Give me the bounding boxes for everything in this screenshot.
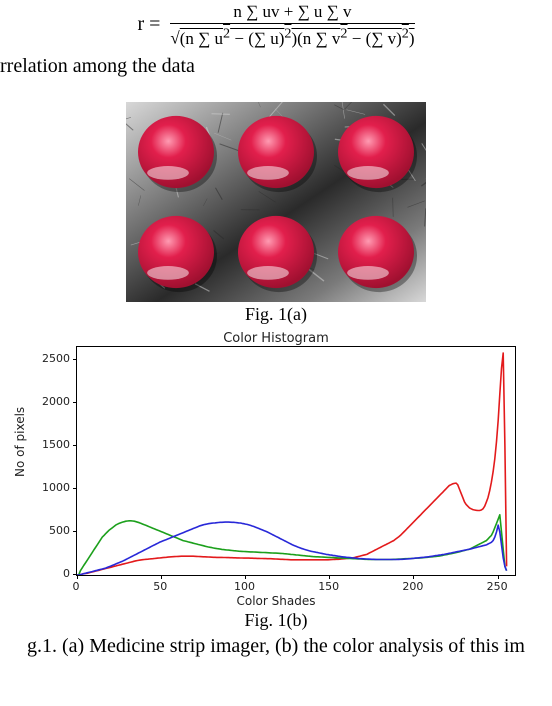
caption-fig1a: Fig. 1(a) <box>0 304 552 325</box>
caption-full: g.1. (a) Medicine strip imager, (b) the … <box>0 633 552 660</box>
fig1a-image <box>126 102 426 302</box>
caption-fig1b: Fig. 1(b) <box>0 610 552 631</box>
fig1b-chart: No of pixels Color Shades 05001000150020… <box>26 346 526 608</box>
chart-xlabel: Color Shades <box>26 594 526 608</box>
chart-ylabel: No of pixels <box>13 406 27 476</box>
pearson-formula: r = n ∑ uv + ∑ u ∑ v√(n ∑ u2 − (∑ u)2)(n… <box>0 2 552 49</box>
chart-title: Color Histogram <box>0 331 552 346</box>
paragraph-fragment: rrelation among the data <box>0 53 552 80</box>
